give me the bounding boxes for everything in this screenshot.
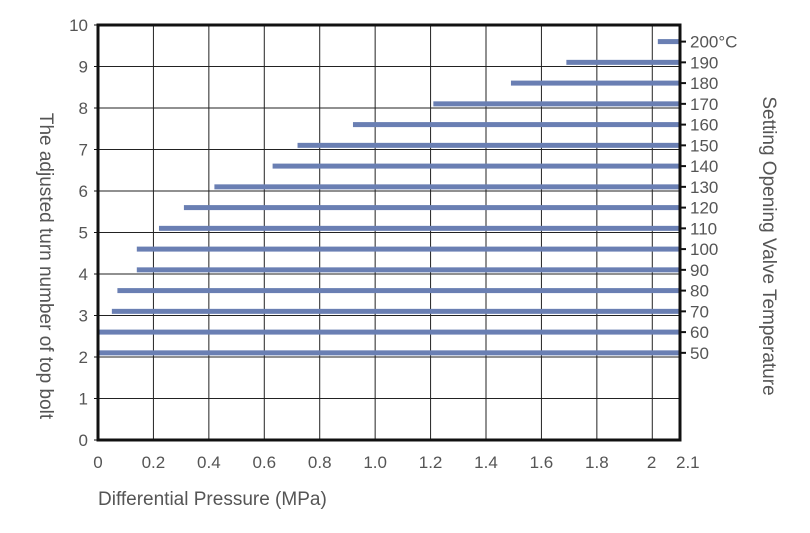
temperature-label: 130 bbox=[690, 178, 718, 197]
x-tick-label: 0.4 bbox=[197, 453, 221, 472]
range-bar bbox=[136, 246, 681, 252]
temperature-label: 170 bbox=[690, 95, 718, 114]
bar-layer bbox=[98, 39, 681, 356]
range-bar bbox=[657, 39, 680, 45]
range-bar bbox=[566, 59, 680, 65]
x-axis-title: Differential Pressure (MPa) bbox=[98, 489, 327, 510]
x-tick-label: 0 bbox=[93, 453, 102, 472]
y-tick-label: 7 bbox=[79, 141, 88, 160]
range-bar bbox=[352, 122, 680, 128]
y-tick-label: 1 bbox=[79, 390, 88, 409]
y2-axis-title: Setting Opening Valve Temperature bbox=[758, 96, 779, 395]
range-bar bbox=[158, 225, 680, 231]
range-bar bbox=[214, 184, 680, 190]
temperature-label: 190 bbox=[690, 53, 718, 72]
x-tick-label: 0.6 bbox=[252, 453, 276, 472]
x-tick-label: 1.4 bbox=[474, 453, 498, 472]
range-bar bbox=[117, 288, 680, 294]
temperature-label: 140 bbox=[690, 157, 718, 176]
x-tick-label: 1.8 bbox=[585, 453, 609, 472]
y-tick-label: 8 bbox=[79, 99, 88, 118]
range-bar bbox=[183, 205, 680, 211]
temperature-label: 180 bbox=[690, 74, 718, 93]
temperature-label: 80 bbox=[690, 282, 709, 301]
temperature-label: 50 bbox=[690, 344, 709, 363]
temperature-label: 70 bbox=[690, 302, 709, 321]
range-bar bbox=[98, 350, 680, 356]
x-tick-label: 0.8 bbox=[308, 453, 332, 472]
x-tick-label: 1.2 bbox=[419, 453, 443, 472]
range-bar bbox=[98, 329, 680, 335]
grid-layer bbox=[98, 25, 680, 440]
y-tick-label: 9 bbox=[79, 58, 88, 77]
temperature-label: 160 bbox=[690, 116, 718, 135]
y-axis-title: The adjusted turn number of top bolt bbox=[35, 113, 56, 420]
x-tick-label: 2.1 bbox=[676, 453, 700, 472]
y-tick-label: 4 bbox=[79, 265, 88, 284]
y-tick-label: 0 bbox=[79, 431, 88, 450]
temperature-label: 90 bbox=[690, 261, 709, 280]
temperature-label: 150 bbox=[690, 136, 718, 155]
y-tick-label: 5 bbox=[79, 224, 88, 243]
range-bar bbox=[272, 163, 680, 169]
temperature-label: 200°C bbox=[690, 33, 737, 52]
temperature-labels: 5060708090100110120130140150160170180190… bbox=[680, 33, 737, 363]
y-tick-label: 10 bbox=[69, 16, 88, 35]
range-bar bbox=[111, 308, 681, 314]
x-tick-label: 0.2 bbox=[142, 453, 166, 472]
range-bar bbox=[433, 101, 680, 107]
temperature-label: 120 bbox=[690, 199, 718, 218]
x-tick-label: 1.6 bbox=[530, 453, 554, 472]
temperature-label: 60 bbox=[690, 323, 709, 342]
range-bar bbox=[136, 267, 681, 273]
y-tick-label: 3 bbox=[79, 307, 88, 326]
x-tick-label: 1.0 bbox=[363, 453, 387, 472]
x-tick-labels: 0 0.2 0.4 0.6 0.8 1.0 1.2 1.4 1.6 1.8 2 2.1 bbox=[93, 453, 699, 472]
range-bar bbox=[297, 142, 680, 148]
y-tick-labels: 0 1 2 3 4 5 6 7 8 9 10 bbox=[69, 16, 98, 450]
y-tick-label: 2 bbox=[79, 348, 88, 367]
temperature-label: 110 bbox=[690, 219, 717, 238]
x-tick-label: 2 bbox=[647, 453, 656, 472]
y-tick-label: 6 bbox=[79, 182, 88, 201]
range-bar bbox=[510, 80, 680, 86]
temperature-label: 100 bbox=[690, 240, 718, 259]
